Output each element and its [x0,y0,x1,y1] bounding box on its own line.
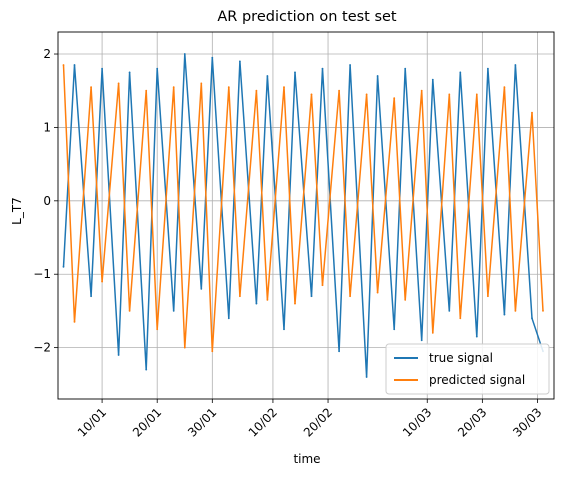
series-point [514,310,517,312]
series-point [349,295,351,298]
y-tick-label: −1 [33,267,51,281]
y-tick-label: 0 [43,194,51,208]
legend-box [385,343,550,395]
series-point [404,67,407,70]
series-point [420,339,423,342]
series-point [200,82,203,85]
series-point [310,93,313,96]
legend: true signal predicted signal [385,343,550,395]
series-point [459,71,462,74]
series-point [117,354,120,356]
series-point [294,302,296,305]
series-point [62,64,65,66]
series-point [459,317,462,320]
x-tick-label: 20/03 [455,405,489,439]
x-tick-label: 20/01 [130,405,164,439]
series-point [365,93,368,96]
series-point [338,350,340,353]
series-point [200,288,203,290]
series-point [172,310,175,312]
series-point [266,299,269,301]
series-point [514,64,517,66]
legend-label-true-signal: true signal [429,351,493,365]
x-axis-label: time [293,452,320,466]
y-axis-label: L_T7 [10,197,24,225]
series-point [90,295,92,298]
series-point [321,284,324,287]
series-point [156,328,159,331]
series-point [349,64,351,66]
series-point [431,78,434,81]
series-point [531,111,533,114]
series-point [376,75,379,77]
series-point [448,93,451,96]
series-point [283,86,285,88]
series-point [503,313,506,316]
series-point [448,310,451,312]
series-point [393,97,396,99]
plot-frame [57,31,555,400]
series-point [73,321,76,323]
series-point [255,89,258,92]
series-line-true-signal [62,53,544,378]
series-point [227,317,230,320]
series-point [404,299,407,301]
series-point [365,376,368,378]
x-axis-ticks: 10/01 20/01 30/01 10/02 20/02 10/03 20/03 30/03 [75,399,545,440]
chart-title: AR prediction on test set [217,9,397,25]
series-point [211,350,214,353]
series-point [503,86,506,88]
series-point [239,295,241,298]
series-point [338,89,340,92]
series-point [475,335,478,338]
series-point [73,64,76,66]
series-point [211,56,214,59]
x-tick-label: 30/03 [510,405,544,439]
series-point [62,266,65,268]
series-point [376,291,379,294]
series-point [183,346,186,349]
series-point [266,75,269,77]
y-axis-ticks: 2 1 0 −1 −2 [33,47,58,355]
series-point [145,368,148,371]
series-point [487,295,489,298]
series-point [145,89,148,92]
y-tick-label: −2 [33,341,51,355]
series-point [239,60,241,63]
series-point [183,53,186,55]
series-point [294,71,296,74]
legend-label-predicted-signal: predicted signal [429,373,525,387]
series-point [420,89,423,92]
series-point [321,67,324,70]
series-point [101,67,103,70]
series-point [128,310,131,312]
series-layer [62,53,544,378]
x-tick-label: 20/02 [301,405,335,439]
y-tick-label: 1 [43,120,51,134]
series-point [227,86,230,88]
x-tick-label: 10/02 [246,405,280,439]
series-point [310,295,313,298]
x-tick-label: 10/01 [75,405,109,439]
series-point [128,71,131,74]
series-line-predicted-signal [62,64,544,353]
series-point [117,82,120,85]
x-tick-label: 30/01 [185,405,219,439]
y-tick-label: 2 [43,47,51,61]
series-point [487,67,489,70]
series-point [542,310,544,312]
series-point [156,67,159,70]
series-point [255,302,258,305]
series-point [172,86,175,88]
series-point [531,317,533,320]
x-tick-label: 10/03 [400,405,434,439]
series-point [101,280,103,283]
series-point [283,328,285,331]
series-point [90,86,92,88]
series-point [475,93,478,96]
series-point [431,332,434,334]
series-point [393,328,396,331]
